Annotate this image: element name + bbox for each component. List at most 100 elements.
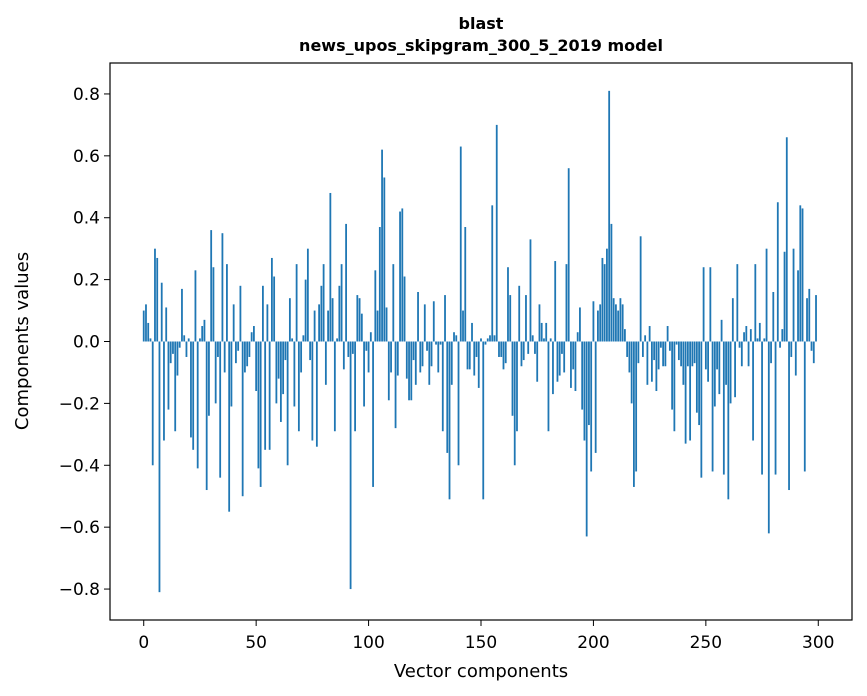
bar: [534, 341, 536, 354]
bar: [516, 341, 518, 432]
bar: [455, 335, 458, 342]
bar: [729, 341, 732, 404]
bar: [309, 341, 312, 361]
bar: [246, 341, 249, 367]
bar: [360, 313, 363, 342]
bar: [572, 341, 575, 370]
bar: [446, 341, 449, 453]
bar: [749, 329, 752, 342]
bar: [156, 257, 159, 342]
y-tick-label: 0.0: [73, 333, 100, 353]
bar: [372, 341, 374, 487]
bar: [803, 341, 806, 472]
bar: [430, 341, 433, 367]
bar: [187, 338, 190, 342]
bar: [237, 341, 240, 351]
bar: [365, 341, 368, 351]
bar: [543, 338, 545, 342]
bar: [399, 211, 401, 342]
bar: [295, 264, 298, 342]
bar: [799, 205, 802, 342]
bar: [383, 177, 386, 342]
bar: [518, 285, 521, 342]
bar: [259, 341, 262, 487]
bar: [637, 341, 640, 364]
bar: [441, 341, 444, 432]
bar: [511, 341, 514, 416]
bar: [315, 341, 318, 447]
bar: [650, 341, 653, 382]
chart-title-line-1: blast: [459, 14, 504, 33]
bar: [776, 202, 779, 342]
bar: [387, 341, 390, 401]
x-tick-label: 50: [245, 633, 267, 653]
bar: [538, 304, 541, 342]
bar: [740, 341, 743, 367]
bar: [264, 341, 267, 450]
bar: [603, 264, 606, 342]
bar: [657, 341, 660, 370]
bar: [617, 310, 620, 342]
bar: [702, 267, 705, 342]
bar: [758, 322, 761, 342]
y-tick-label: −0.6: [59, 518, 100, 538]
bar: [761, 341, 763, 475]
bar: [396, 341, 399, 376]
bar: [273, 276, 276, 342]
bar: [599, 304, 602, 342]
bar: [531, 335, 534, 342]
bar: [471, 322, 473, 342]
bar: [727, 341, 730, 500]
bar: [590, 341, 593, 472]
bar: [585, 341, 588, 537]
bar: [610, 223, 613, 342]
bar: [633, 341, 635, 487]
bar: [462, 310, 464, 342]
bar: [178, 341, 181, 348]
bar: [367, 341, 370, 373]
x-tick-label: 150: [465, 633, 497, 653]
bar: [704, 341, 707, 370]
bar: [266, 304, 269, 342]
bar: [628, 341, 631, 373]
bar: [217, 341, 219, 357]
bar: [621, 304, 624, 342]
bar: [525, 295, 527, 342]
bar: [172, 341, 174, 354]
bar: [435, 341, 437, 345]
bar: [221, 233, 224, 342]
bar: [691, 341, 694, 367]
bar: [183, 335, 186, 342]
bar: [700, 341, 703, 478]
bar: [160, 282, 163, 342]
bar: [709, 267, 712, 342]
bar: [363, 341, 365, 407]
bar: [547, 341, 550, 432]
bar: [675, 341, 678, 345]
bar: [376, 310, 379, 342]
bar: [648, 326, 651, 342]
bar: [498, 341, 500, 357]
bar: [588, 341, 590, 426]
bar: [606, 248, 608, 342]
bar: [475, 341, 478, 357]
bar: [801, 208, 804, 342]
bar: [154, 248, 156, 342]
bar: [745, 326, 748, 342]
bar: [774, 341, 777, 475]
bar: [556, 341, 559, 382]
bar: [181, 288, 183, 342]
bar: [810, 341, 813, 351]
bar: [655, 341, 658, 392]
bar: [169, 341, 172, 364]
bar: [579, 307, 581, 342]
bar: [527, 341, 530, 354]
bar: [790, 341, 793, 357]
bar: [210, 230, 213, 342]
bar: [239, 285, 242, 342]
bar: [812, 341, 815, 364]
bar: [385, 307, 388, 342]
bar: [552, 341, 554, 395]
